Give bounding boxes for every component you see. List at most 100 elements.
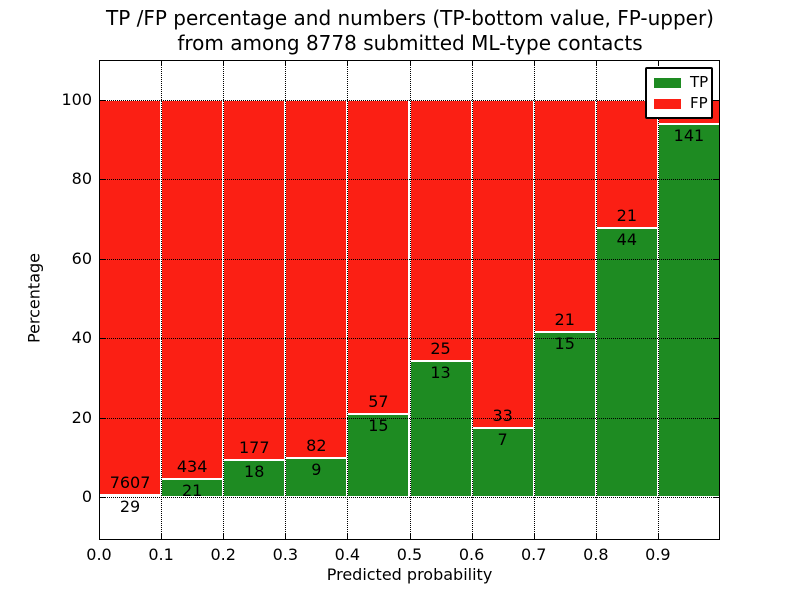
bar-segment-fp [533,100,596,332]
y-tick-left [100,338,105,340]
bar-label-tp: 13 [430,363,451,383]
bar-segment-fp [409,100,472,362]
bar-label-tp: 7 [497,429,508,449]
chart-title-line1: TP /FP percentage and numbers (TP-bottom… [106,6,714,30]
axis-spine-right [719,60,720,540]
bar-segment-tp [347,414,410,497]
bar-label-fp: 57 [368,392,389,412]
x-axis-label: Predicted probability [326,565,493,584]
x-tick-bottom [595,534,597,539]
y-tick-label: 60 [71,248,92,268]
bar-segment-fp [595,100,658,229]
legend: TP FP [645,67,713,119]
legend-item: TP [654,73,709,91]
bar-label-fp: 21 [554,309,575,329]
x-tick-bottom [161,534,163,539]
x-tick-bottom [347,534,349,539]
y-tick-left [100,497,105,498]
y-tick-label: 20 [71,407,92,427]
x-tick-label: 0.3 [272,545,299,564]
bar-segment-fp [471,100,534,428]
gridline-vertical [161,60,163,540]
bar-segment-tp [409,361,472,497]
chart-title: TP /FP percentage and numbers (TP-bottom… [60,6,760,56]
y-tick-left [100,100,105,101]
y-tick-right [714,258,719,260]
y-tick-label: 40 [71,328,92,348]
x-tick-label: 0.2 [210,545,236,564]
x-tick-top [595,61,597,66]
bar-label-fp: 177 [238,438,270,458]
bar-label-fp: 82 [306,435,327,455]
bar-label-tp: 21 [181,480,203,500]
gridline-vertical [471,60,473,540]
bar-label-fp: 7607 [109,473,151,493]
y-tick-right [714,100,719,101]
bar-segment-fp [161,100,224,479]
bar-label-tp: 9 [311,459,322,479]
x-tick-label: 0.1 [148,545,174,564]
x-tick-label: 0.7 [520,545,547,564]
x-tick-label: 0.9 [645,545,671,564]
gridline-vertical [347,60,349,540]
x-tick-bottom [99,534,100,539]
gridline-vertical [285,60,287,540]
x-tick-top [223,61,225,66]
y-tick-left [100,179,105,181]
x-tick-top [471,61,473,66]
bar-segment-tp [223,460,286,497]
y-tick-right [714,497,719,498]
legend-swatch [654,98,681,109]
y-tick-right [714,179,719,181]
chart-title-line2: from among 8778 submitted ML-type contac… [177,31,643,55]
x-tick-top [657,61,659,66]
bar-label-tp: 44 [616,230,638,250]
x-tick-top [285,61,287,66]
bar-segment-tp [471,427,534,497]
x-tick-bottom [409,534,411,539]
bar-segment-tp [657,123,720,497]
bar-label-fp: 21 [616,206,638,226]
x-tick-top [161,61,163,66]
gridline-vertical [533,60,535,540]
x-tick-label: 0.8 [583,545,609,564]
x-tick-top [533,61,535,66]
bar-label-fp: 434 [176,456,208,476]
y-tick-label: 80 [71,169,92,189]
axis-spine-left [99,60,100,540]
y-tick-left [100,258,105,260]
y-tick-right [714,417,719,419]
axis-spine-bottom [99,539,720,540]
bar-segment-fp [223,100,286,461]
x-tick-bottom [471,534,473,539]
x-tick-bottom [657,534,659,539]
x-tick-top [409,61,411,66]
bar-segment-tp [533,331,596,497]
legend-label: TP [690,73,709,91]
bar-segment-tp [595,228,658,497]
x-tick-bottom [285,534,287,539]
bar-label-fp: 33 [492,405,513,425]
plot-area: 7607294342117718829571525133372115214491… [99,60,720,540]
bar-segment-fp [347,100,410,415]
x-tick-label: 0.4 [334,545,361,564]
bar-label-fp: 25 [430,339,451,359]
x-tick-label: 0.6 [458,545,485,564]
gridline-vertical [595,60,597,540]
bar-label-tp: 141 [673,125,705,145]
gridline-vertical [223,60,225,540]
legend-item: FP [654,96,708,111]
axis-spine-top [99,60,720,61]
x-tick-top [347,61,349,66]
bar-segment-fp [99,100,162,496]
x-tick-top [99,61,100,66]
gridline-vertical [657,60,659,540]
y-tick-right [714,338,719,340]
y-tick-left [100,417,105,419]
y-tick-label: 0 [81,487,92,506]
gridline-vertical [409,60,411,540]
x-tick-label: 0.5 [396,545,423,564]
bar-segment-fp [285,100,348,458]
bar-label-tp: 15 [368,416,389,436]
